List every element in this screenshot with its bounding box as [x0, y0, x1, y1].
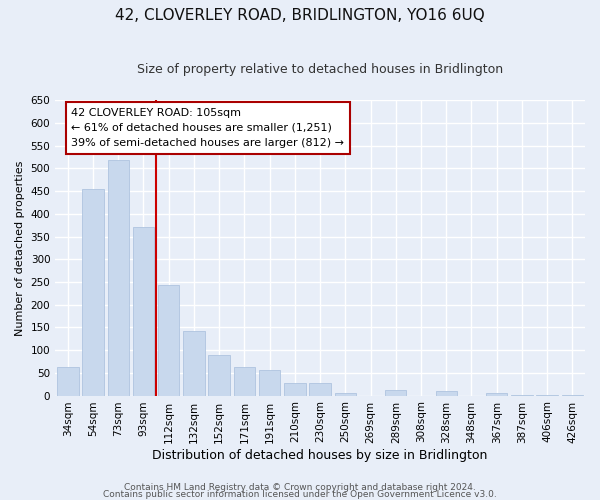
Bar: [536, 394, 558, 396]
Bar: [335, 394, 356, 396]
Bar: [310, 383, 331, 396]
Bar: [183, 330, 205, 396]
Title: Size of property relative to detached houses in Bridlington: Size of property relative to detached ho…: [137, 62, 503, 76]
Bar: [259, 370, 280, 396]
Bar: [486, 394, 508, 396]
Bar: [158, 285, 179, 396]
Bar: [82, 189, 104, 396]
Bar: [511, 394, 533, 396]
Text: Contains HM Land Registry data © Crown copyright and database right 2024.: Contains HM Land Registry data © Crown c…: [124, 484, 476, 492]
Bar: [107, 160, 129, 396]
X-axis label: Distribution of detached houses by size in Bridlington: Distribution of detached houses by size …: [152, 450, 488, 462]
Bar: [385, 390, 406, 396]
Bar: [208, 355, 230, 396]
Bar: [562, 394, 583, 396]
Bar: [133, 228, 154, 396]
Y-axis label: Number of detached properties: Number of detached properties: [15, 160, 25, 336]
Text: 42, CLOVERLEY ROAD, BRIDLINGTON, YO16 6UQ: 42, CLOVERLEY ROAD, BRIDLINGTON, YO16 6U…: [115, 8, 485, 22]
Bar: [436, 391, 457, 396]
Text: 42 CLOVERLEY ROAD: 105sqm
← 61% of detached houses are smaller (1,251)
39% of se: 42 CLOVERLEY ROAD: 105sqm ← 61% of detac…: [71, 108, 344, 148]
Bar: [284, 384, 305, 396]
Bar: [57, 368, 79, 396]
Bar: [233, 368, 255, 396]
Text: Contains public sector information licensed under the Open Government Licence v3: Contains public sector information licen…: [103, 490, 497, 499]
